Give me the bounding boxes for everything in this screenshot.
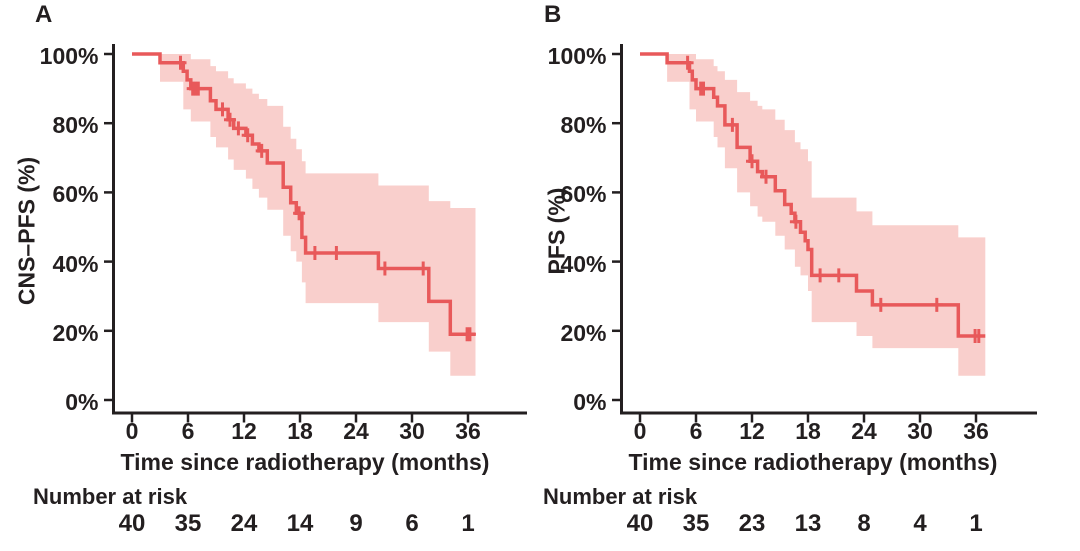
x-tick-label: 6 <box>181 418 195 444</box>
x-tick-label: 30 <box>399 418 425 444</box>
x-tick-label: 24 <box>851 418 877 444</box>
number-at-risk-value: 6 <box>405 510 419 537</box>
censor-mark <box>232 121 245 136</box>
y-tick-label: 60% <box>560 181 607 208</box>
number-at-risk-value: 8 <box>857 510 871 537</box>
y-tick-label: 0% <box>573 389 607 415</box>
censor-mark <box>293 206 306 221</box>
panel-a-letter: A <box>35 1 53 28</box>
panel-a-x-axis-title: Time since radiotherapy (months) <box>120 449 490 475</box>
y-tick-label: 40% <box>560 250 607 277</box>
censor-mark <box>330 246 343 260</box>
censor-mark <box>760 169 772 184</box>
km-panel-a <box>104 44 527 423</box>
confidence-band <box>160 54 476 376</box>
y-tick-label: 20% <box>560 319 607 346</box>
number-at-risk-value: 35 <box>682 510 710 537</box>
number-at-risk-value: 4 <box>913 510 927 537</box>
y-tick-label: 80% <box>560 112 607 139</box>
x-tick-label: 12 <box>739 418 765 444</box>
x-tick-label: 12 <box>231 418 257 444</box>
y-tick-label: 100% <box>39 43 99 69</box>
number-at-risk-value: 23 <box>738 510 766 537</box>
x-tick-label: 18 <box>287 418 313 444</box>
censor-mark <box>192 81 205 96</box>
x-tick-label: 36 <box>455 418 481 444</box>
panel-b-x-axis-title: Time since radiotherapy (months) <box>628 449 998 475</box>
axis-spines <box>112 44 527 415</box>
censor-mark <box>697 81 710 96</box>
y-tick-label: 20% <box>52 319 99 346</box>
censor-mark <box>874 297 887 312</box>
x-tick-label: 24 <box>343 418 369 444</box>
number-at-risk-value: 14 <box>286 510 314 537</box>
axis-spines <box>620 44 1037 415</box>
number-at-risk-value: 40 <box>626 510 654 537</box>
censor-mark <box>726 117 739 132</box>
censor-mark <box>930 297 943 312</box>
x-tick-label: 0 <box>633 418 647 444</box>
confidence-band <box>667 54 986 376</box>
number-at-risk-value: 13 <box>794 510 822 537</box>
y-tick-label: 60% <box>52 181 99 208</box>
censor-mark <box>224 112 236 127</box>
x-tick-label: 30 <box>907 418 933 444</box>
number-at-risk-value: 35 <box>174 510 202 537</box>
number-at-risk-value: 9 <box>349 510 363 537</box>
y-tick-label: 40% <box>52 250 99 277</box>
y-tick-label: 100% <box>547 43 607 69</box>
y-tick-label: 0% <box>65 389 99 415</box>
censor-mark <box>681 55 694 70</box>
censor-mark <box>308 246 321 260</box>
x-tick-label: 18 <box>795 418 821 444</box>
panel-b-number-at-risk-label: Number at risk <box>543 484 698 509</box>
y-tick-label: 80% <box>52 112 99 139</box>
number-at-risk-value: 1 <box>969 510 983 537</box>
censor-mark <box>463 327 476 342</box>
number-at-risk-value: 24 <box>230 510 258 537</box>
x-tick-label: 6 <box>689 418 703 444</box>
number-at-risk-value: 40 <box>118 510 146 537</box>
censor-mark <box>378 261 391 276</box>
censor-mark <box>832 268 845 283</box>
censor-mark <box>216 102 229 117</box>
censor-mark <box>174 55 187 70</box>
number-at-risk-value: 1 <box>461 510 475 537</box>
censor-mark <box>417 261 430 276</box>
censor-mark <box>255 143 268 158</box>
x-tick-label: 0 <box>125 418 139 444</box>
panel-a-y-axis-title: CNS–PFS (%) <box>13 156 40 306</box>
censor-mark <box>746 154 758 169</box>
censor-mark <box>789 214 802 229</box>
censor-mark <box>972 329 985 343</box>
panel-b-letter: B <box>544 1 562 28</box>
km-panel-b <box>612 44 1037 423</box>
x-tick-label: 36 <box>963 418 989 444</box>
censor-mark <box>241 128 254 143</box>
panel-a-number-at-risk-label: Number at risk <box>33 484 188 509</box>
censor-mark <box>814 268 827 283</box>
